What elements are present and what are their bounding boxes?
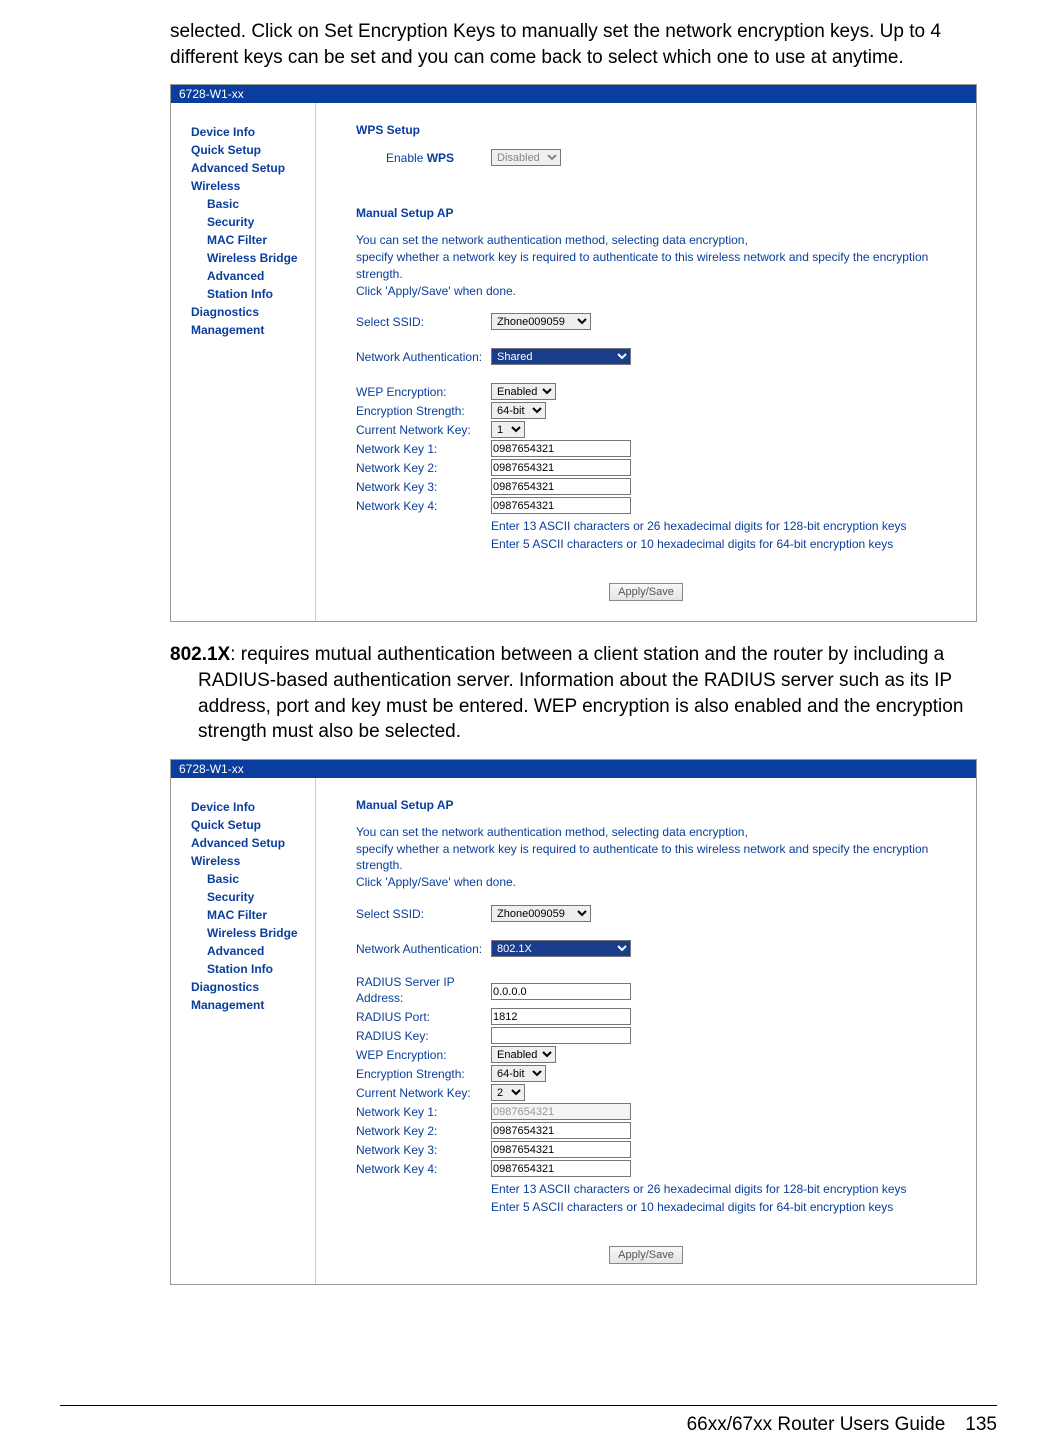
radius-key-input[interactable] [491,1027,631,1044]
nav-diagnostics[interactable]: Diagnostics [191,978,315,996]
footer-guide: 66xx/67xx Router Users Guide [687,1414,946,1436]
enc-str-select[interactable]: 64-bit [491,1065,546,1082]
wep-label: WEP Encryption: [356,385,491,399]
nk2-input[interactable] [491,1122,631,1139]
radius-key-label: RADIUS Key: [356,1029,491,1043]
radius-port-input[interactable] [491,1008,631,1025]
wep-label: WEP Encryption: [356,1048,491,1062]
cur-key-select[interactable]: 1 [491,421,525,438]
nav-device-info[interactable]: Device Info [191,798,315,816]
radius-ip-input[interactable] [491,983,631,1000]
intro-paragraph: selected. Click on Set Encryption Keys t… [170,19,977,70]
title-bar: 6728-W1-xx [171,85,976,103]
net-auth-label: Network Authentication: [356,350,491,364]
router-panel-8021x: 6728-W1-xx Device Info Quick Setup Advan… [170,759,977,1285]
manual-title: Manual Setup AP [356,206,936,220]
manual-title-2: Manual Setup AP [356,798,936,812]
nk4-label: Network Key 4: [356,1162,491,1176]
enc-str-select[interactable]: 64-bit [491,402,546,419]
select-ssid-label: Select SSID: [356,907,491,921]
net-auth-label: Network Authentication: [356,942,491,956]
nav-mac-filter[interactable]: MAC Filter [191,231,315,249]
radius-ip-label: RADIUS Server IP Address: [356,975,491,1006]
nk1-label: Network Key 1: [356,442,491,456]
main-content: WPS Setup Enable WPS Disabled Manual Set… [316,103,976,621]
footer-page-number: 135 [965,1414,997,1436]
nk1-input[interactable] [491,440,631,457]
nk3-label: Network Key 3: [356,1143,491,1157]
nk4-input[interactable] [491,1160,631,1177]
nk2-label: Network Key 2: [356,1124,491,1138]
nav-quick-setup[interactable]: Quick Setup [191,141,315,159]
nk4-input[interactable] [491,497,631,514]
nav-management[interactable]: Management [191,321,315,339]
manual-desc: You can set the network authentication m… [356,232,936,299]
enable-wps-select[interactable]: Disabled [491,149,561,166]
net-auth-select[interactable]: 802.1X [491,940,631,957]
nk3-label: Network Key 3: [356,480,491,494]
enable-wps-label: Enable WPS [356,151,491,165]
nav-wireless-bridge[interactable]: Wireless Bridge [191,924,315,942]
nav-basic[interactable]: Basic [191,870,315,888]
net-auth-select[interactable]: Shared [491,348,631,365]
nav-advanced[interactable]: Advanced [191,267,315,285]
sidebar-2: Device Info Quick Setup Advanced Setup W… [171,778,316,1284]
enc-str-label: Encryption Strength: [356,404,491,418]
nav-device-info[interactable]: Device Info [191,123,315,141]
nk2-label: Network Key 2: [356,461,491,475]
nav-advanced[interactable]: Advanced [191,942,315,960]
nk4-label: Network Key 4: [356,499,491,513]
wep-select[interactable]: Enabled [491,1046,556,1063]
nk3-input[interactable] [491,1141,631,1158]
select-ssid[interactable]: Zhone009059 [491,905,591,922]
nav-mac-filter[interactable]: MAC Filter [191,906,315,924]
cur-key-label: Current Network Key: [356,1086,491,1100]
nav-security[interactable]: Security [191,888,315,906]
sidebar: Device Info Quick Setup Advanced Setup W… [171,103,316,621]
main-content-2: Manual Setup AP You can set the network … [316,778,976,1284]
nav-quick-setup[interactable]: Quick Setup [191,816,315,834]
cur-key-select[interactable]: 2 [491,1084,525,1101]
nk2-input[interactable] [491,459,631,476]
cur-key-label: Current Network Key: [356,423,491,437]
radius-port-label: RADIUS Port: [356,1010,491,1024]
nk1-label: Network Key 1: [356,1105,491,1119]
page-footer: 66xx/67xx Router Users Guide 135 [60,1405,997,1436]
title-bar-2: 6728-W1-xx [171,760,976,778]
nav-wireless[interactable]: Wireless [191,177,315,195]
help-text-2: Enter 13 ASCII characters or 26 hexadeci… [491,1181,936,1216]
nav-basic[interactable]: Basic [191,195,315,213]
manual-desc-2: You can set the network authentication m… [356,824,936,891]
nav-station-info[interactable]: Station Info [191,960,315,978]
nav-station-info[interactable]: Station Info [191,285,315,303]
nk3-input[interactable] [491,478,631,495]
select-ssid[interactable]: Zhone009059 [491,313,591,330]
apply-save-button[interactable]: Apply/Save [609,1246,683,1264]
nav-wireless-bridge[interactable]: Wireless Bridge [191,249,315,267]
apply-save-button[interactable]: Apply/Save [609,583,683,601]
nav-management[interactable]: Management [191,996,315,1014]
nav-diagnostics[interactable]: Diagnostics [191,303,315,321]
para-8021x: 802.1X: requires mutual authentication b… [170,642,977,745]
enc-str-label: Encryption Strength: [356,1067,491,1081]
nk1-input[interactable] [491,1103,631,1120]
nav-wireless[interactable]: Wireless [191,852,315,870]
wep-select[interactable]: Enabled [491,383,556,400]
nav-security[interactable]: Security [191,213,315,231]
help-text: Enter 13 ASCII characters or 26 hexadeci… [491,518,936,553]
wps-title: WPS Setup [356,123,936,137]
nav-advanced-setup[interactable]: Advanced Setup [191,834,315,852]
select-ssid-label: Select SSID: [356,315,491,329]
nav-advanced-setup[interactable]: Advanced Setup [191,159,315,177]
router-panel-shared: 6728-W1-xx Device Info Quick Setup Advan… [170,84,977,622]
